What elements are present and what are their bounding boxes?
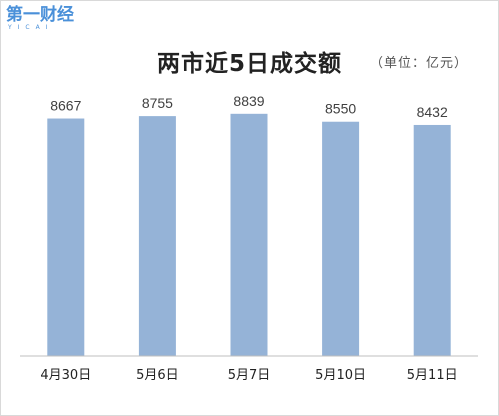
bar-1 bbox=[138, 116, 176, 356]
category-label-1: 5月6日 bbox=[136, 368, 179, 383]
data-label-1: 8755 bbox=[142, 95, 173, 111]
category-label-0: 4月30日 bbox=[40, 368, 91, 383]
category-label-3: 5月10日 bbox=[315, 368, 366, 383]
logo-text: 第一财经 bbox=[6, 5, 74, 25]
unit-label: （单位：亿元） bbox=[370, 56, 469, 71]
data-label-3: 8550 bbox=[325, 101, 356, 117]
data-label-2: 8839 bbox=[233, 93, 264, 109]
yicai-logo: 第一财经 YICAI bbox=[6, 6, 74, 36]
bar-4 bbox=[413, 124, 451, 357]
bar-0 bbox=[47, 118, 85, 356]
data-label-4: 8432 bbox=[417, 104, 448, 120]
bar-2 bbox=[230, 113, 268, 356]
category-label-2: 5月7日 bbox=[228, 368, 271, 383]
category-label-4: 5月11日 bbox=[407, 368, 458, 383]
bar-3 bbox=[322, 121, 360, 356]
chart-title: 两市近5日成交额 bbox=[156, 51, 342, 77]
logo-subtext: YICAI bbox=[8, 24, 54, 31]
data-label-0: 8667 bbox=[50, 98, 81, 114]
